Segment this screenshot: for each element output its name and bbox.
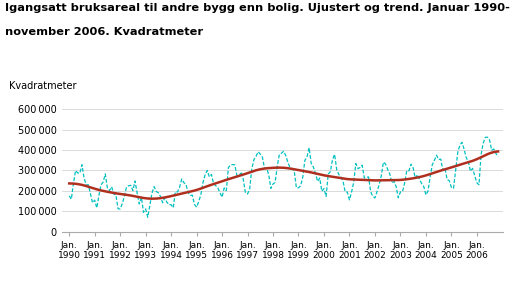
Text: november 2006. Kvadratmeter: november 2006. Kvadratmeter [5, 27, 203, 37]
Text: Igangsatt bruksareal til andre bygg enn bolig. Ujustert og trend. Januar 1990-: Igangsatt bruksareal til andre bygg enn … [5, 3, 510, 13]
Text: Kvadratmeter: Kvadratmeter [9, 80, 76, 91]
